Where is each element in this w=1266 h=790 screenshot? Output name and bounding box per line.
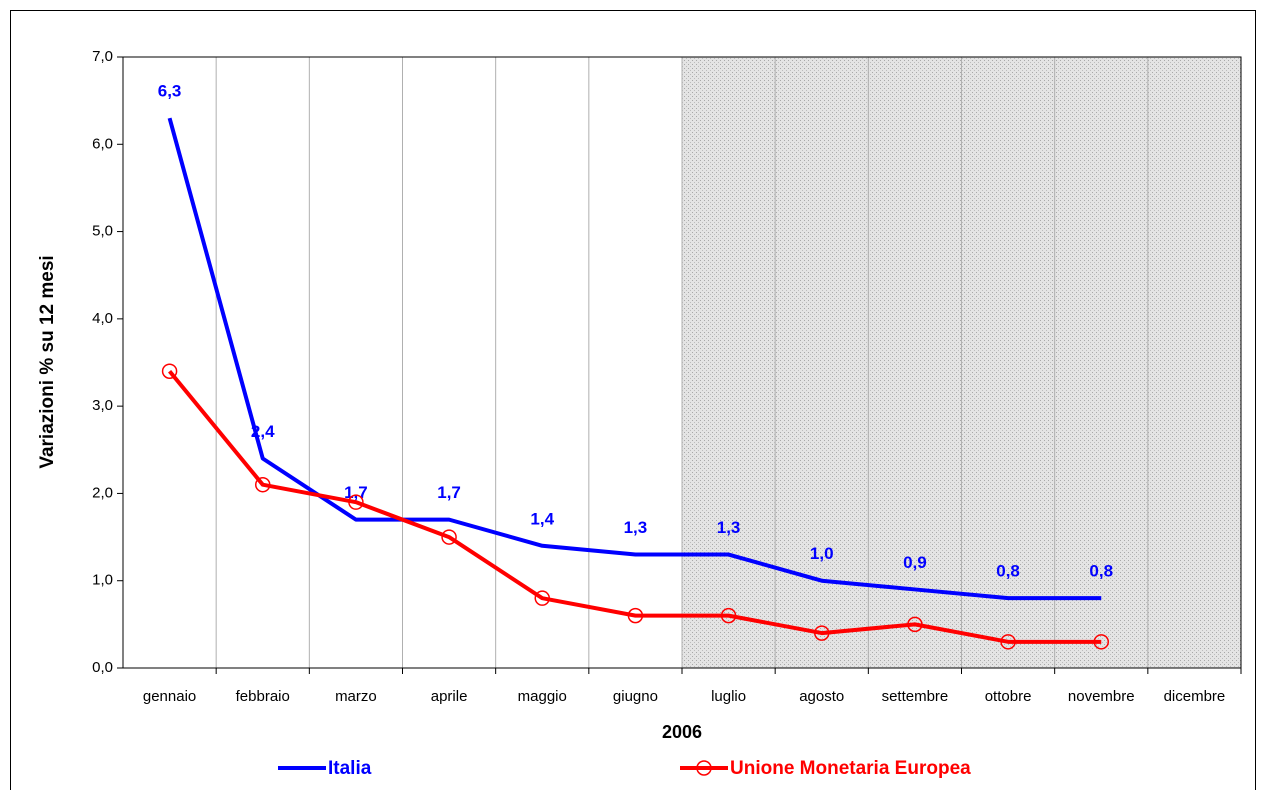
y-tick-label: 3,0 [92,397,113,414]
x-tick-label: febbraio [236,688,290,705]
point-marker [161,363,178,379]
x-tick-label: luglio [711,688,746,705]
data-label: 0,8 [1089,562,1113,581]
point-marker [627,607,644,624]
point-marker [720,607,737,624]
y-tick-label: 0,0 [92,659,113,676]
y-tick-label: 6,0 [92,135,113,152]
point-marker [1093,634,1109,650]
frame [10,10,1256,790]
x-tick-label: novembre [1068,688,1135,705]
y-tick-label: 7,0 [92,48,113,65]
y-tick-label: 2,0 [92,484,113,501]
series-line [168,369,1102,644]
x-axis-label: 2006 [662,722,702,742]
y-axis-label: Variazioni % su 12 mesi [37,255,58,468]
data-label: 0,9 [903,553,927,572]
data-label: 1,4 [530,509,554,528]
x-tick-label: dicembre [1164,688,1226,705]
y-tick-label: 4,0 [92,310,113,327]
x-tick-label: gennaio [143,688,196,705]
data-label: 0,8 [996,562,1020,581]
x-tick-label: giugno [613,688,658,705]
legend-label: Unione Monetaria Europea [730,758,971,779]
point-marker [814,625,830,641]
x-tick-label: settembre [882,688,949,705]
legend-marker [696,760,712,776]
point-marker [1000,634,1016,650]
x-tick-label: marzo [335,688,377,705]
data-label: 6,3 [158,82,182,101]
legend-label: Italia [328,758,372,779]
y-tick-label: 5,0 [92,223,113,240]
x-tick-label: ottobre [985,688,1032,705]
point-marker [907,616,923,633]
point-marker [348,494,364,510]
series-line [167,117,1102,601]
data-label: 1,7 [437,483,461,502]
data-label: 1,3 [624,518,648,537]
x-tick-label: aprile [431,688,468,705]
data-label: 1,0 [810,544,834,563]
point-marker [534,590,550,606]
data-label: 2,4 [251,422,275,441]
point-marker [441,529,457,545]
point-marker [255,476,271,493]
y-tick-label: 1,0 [92,572,113,589]
data-label: 1,3 [717,518,741,537]
x-tick-label: agosto [799,688,844,705]
x-tick-label: maggio [518,688,567,705]
